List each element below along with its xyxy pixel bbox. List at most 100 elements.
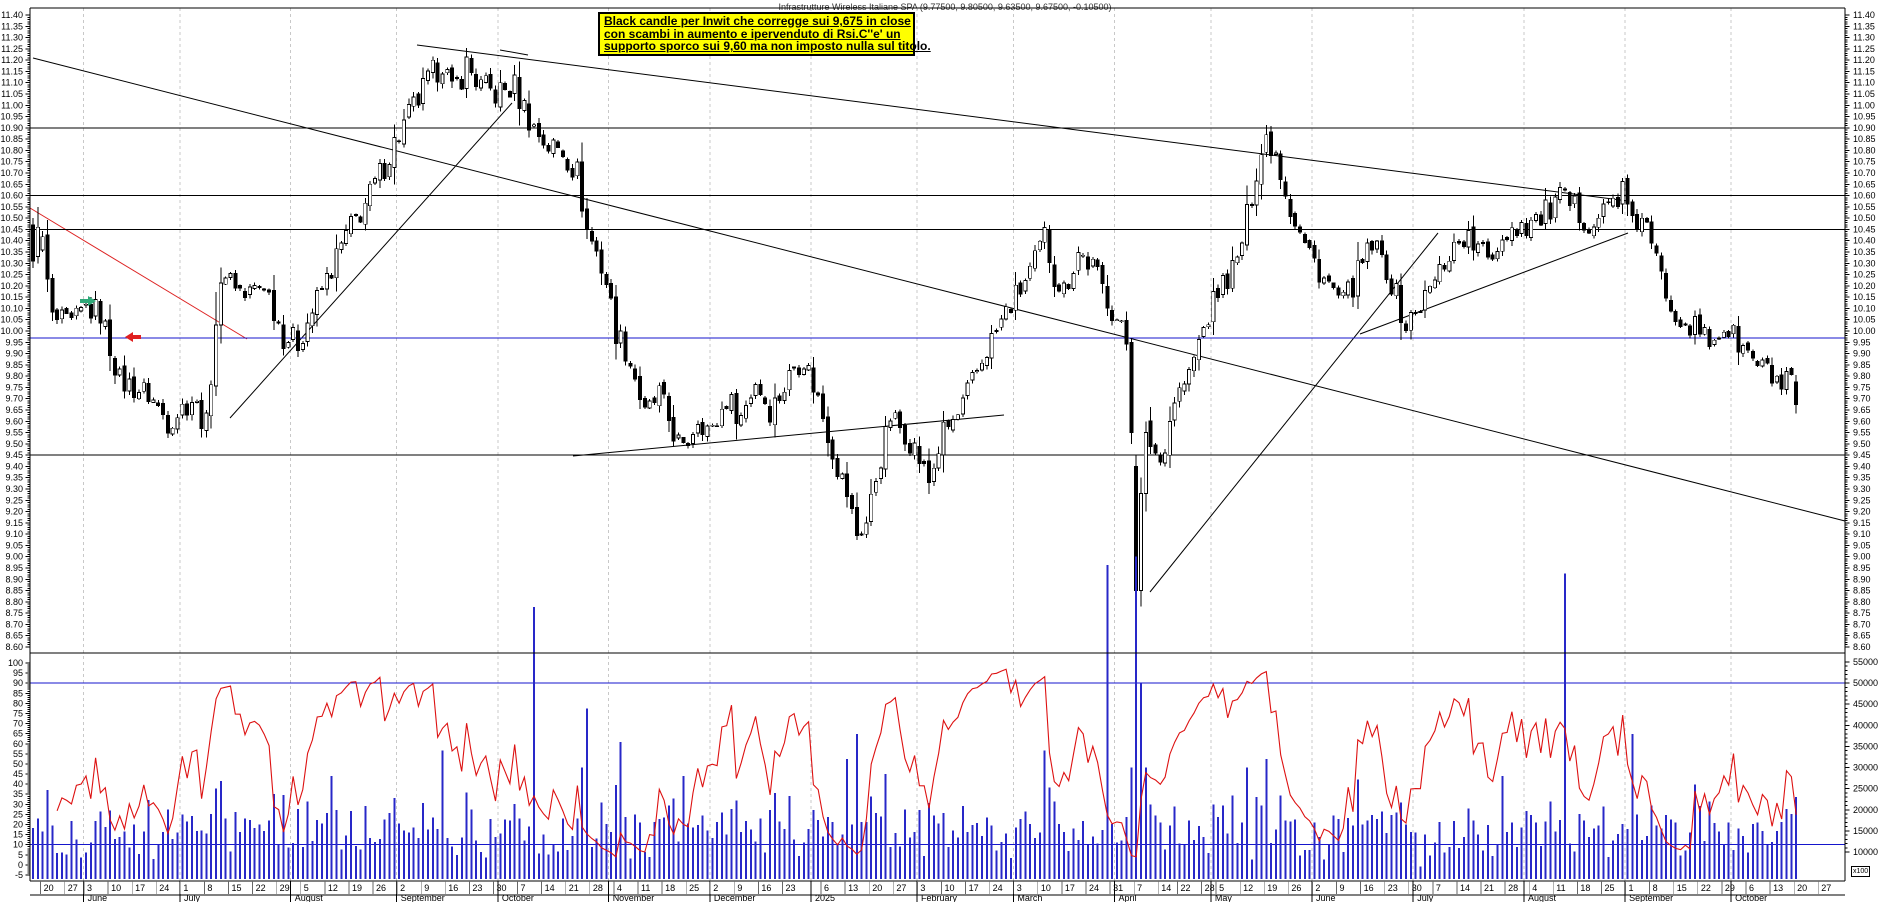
svg-text:90: 90 [13, 678, 23, 688]
svg-text:10.25: 10.25 [0, 270, 23, 280]
svg-text:9.90: 9.90 [5, 349, 23, 359]
svg-text:12: 12 [328, 883, 338, 893]
svg-text:9.75: 9.75 [1853, 382, 1871, 392]
svg-text:85: 85 [13, 688, 23, 698]
svg-text:8.85: 8.85 [1853, 586, 1871, 596]
svg-text:27: 27 [68, 883, 78, 893]
svg-text:27: 27 [896, 883, 906, 893]
svg-text:-5: -5 [15, 870, 23, 880]
svg-text:5: 5 [304, 883, 309, 893]
svg-text:10.45: 10.45 [0, 224, 23, 234]
svg-text:9.05: 9.05 [1853, 540, 1871, 550]
svg-text:65: 65 [13, 729, 23, 739]
svg-text:10.55: 10.55 [0, 202, 23, 212]
svg-text:10.40: 10.40 [0, 236, 23, 246]
analyst-note-line: con scambi in aumento e ipervenduto di R… [604, 26, 901, 41]
svg-text:40000: 40000 [1853, 720, 1878, 730]
svg-text:February: February [921, 893, 958, 902]
svg-text:10.60: 10.60 [1853, 191, 1876, 201]
svg-text:9.55: 9.55 [1853, 428, 1871, 438]
svg-text:10.70: 10.70 [0, 168, 23, 178]
svg-text:10.70: 10.70 [1853, 168, 1876, 178]
svg-text:9.60: 9.60 [5, 416, 23, 426]
svg-text:16: 16 [448, 883, 458, 893]
svg-text:9.55: 9.55 [5, 428, 23, 438]
svg-text:10.85: 10.85 [1853, 134, 1876, 144]
svg-text:80: 80 [13, 698, 23, 708]
svg-text:20000: 20000 [1853, 805, 1878, 815]
svg-text:11.35: 11.35 [1853, 21, 1875, 31]
svg-text:3: 3 [87, 883, 92, 893]
svg-text:2: 2 [713, 883, 718, 893]
svg-text:9.25: 9.25 [1853, 495, 1871, 505]
volume-bars [32, 556, 1798, 879]
svg-text:11.30: 11.30 [1, 33, 23, 43]
svg-text:July: July [1417, 893, 1434, 902]
svg-text:11.40: 11.40 [1853, 10, 1875, 20]
svg-text:21: 21 [569, 883, 579, 893]
svg-text:9.25: 9.25 [5, 495, 23, 505]
svg-text:8.75: 8.75 [5, 608, 23, 618]
svg-text:9.30: 9.30 [5, 484, 23, 494]
svg-text:10.50: 10.50 [0, 213, 23, 223]
svg-text:August: August [295, 893, 324, 902]
svg-text:11.10: 11.10 [1, 78, 23, 88]
price-levels-layer [30, 127, 1845, 456]
svg-text:10.75: 10.75 [0, 157, 23, 167]
svg-text:May: May [1215, 893, 1233, 902]
svg-text:19: 19 [352, 883, 362, 893]
svg-text:June: June [1316, 893, 1336, 902]
svg-text:50000: 50000 [1853, 678, 1878, 688]
svg-text:11.20: 11.20 [1, 55, 23, 65]
svg-text:6: 6 [1749, 883, 1754, 893]
svg-text:9.30: 9.30 [1853, 484, 1871, 494]
svg-text:9.05: 9.05 [5, 540, 23, 550]
svg-text:17: 17 [135, 883, 145, 893]
svg-text:9.45: 9.45 [5, 450, 23, 460]
svg-text:25: 25 [1604, 883, 1614, 893]
svg-text:29: 29 [1725, 883, 1735, 893]
svg-text:9.65: 9.65 [1853, 405, 1871, 415]
svg-text:10.20: 10.20 [0, 281, 23, 291]
svg-text:9.70: 9.70 [5, 394, 23, 404]
svg-text:8.60: 8.60 [5, 642, 23, 652]
svg-text:10.35: 10.35 [1853, 247, 1876, 257]
svg-text:10.80: 10.80 [1853, 145, 1876, 155]
nov24-rising-support [572, 414, 1005, 457]
svg-text:35000: 35000 [1853, 741, 1878, 751]
apr25-secondary-uptrend [1359, 232, 1629, 335]
svg-text:10.35: 10.35 [0, 247, 23, 257]
svg-text:8.70: 8.70 [5, 619, 23, 629]
svg-text:9.95: 9.95 [1853, 337, 1871, 347]
svg-text:25000: 25000 [1853, 784, 1878, 794]
svg-text:0: 0 [18, 860, 23, 870]
svg-text:March: March [1017, 893, 1042, 902]
svg-text:7: 7 [1137, 883, 1142, 893]
svg-text:9.20: 9.20 [1853, 507, 1871, 517]
svg-text:11.15: 11.15 [1, 66, 23, 76]
svg-text:9.60: 9.60 [1853, 416, 1871, 426]
svg-text:10.10: 10.10 [1853, 303, 1876, 313]
svg-text:6: 6 [824, 883, 829, 893]
svg-text:14: 14 [545, 883, 555, 893]
svg-text:28: 28 [1508, 883, 1518, 893]
svg-text:9.50: 9.50 [1853, 439, 1871, 449]
svg-text:8: 8 [1653, 883, 1658, 893]
svg-text:8.95: 8.95 [5, 563, 23, 573]
svg-text:20: 20 [13, 820, 23, 830]
svg-text:23: 23 [786, 883, 796, 893]
red-left-arrow [125, 332, 141, 342]
svg-text:9: 9 [737, 883, 742, 893]
svg-text:28: 28 [1205, 883, 1215, 893]
svg-text:20: 20 [1797, 883, 1807, 893]
svg-text:40: 40 [13, 779, 23, 789]
svg-text:10.00: 10.00 [0, 326, 23, 336]
svg-text:27: 27 [1821, 883, 1831, 893]
svg-text:10: 10 [1041, 883, 1051, 893]
svg-text:10.45: 10.45 [1853, 224, 1876, 234]
svg-text:9.35: 9.35 [5, 473, 23, 483]
svg-text:9.90: 9.90 [1853, 349, 1871, 359]
svg-text:7: 7 [1436, 883, 1441, 893]
svg-text:20: 20 [872, 883, 882, 893]
